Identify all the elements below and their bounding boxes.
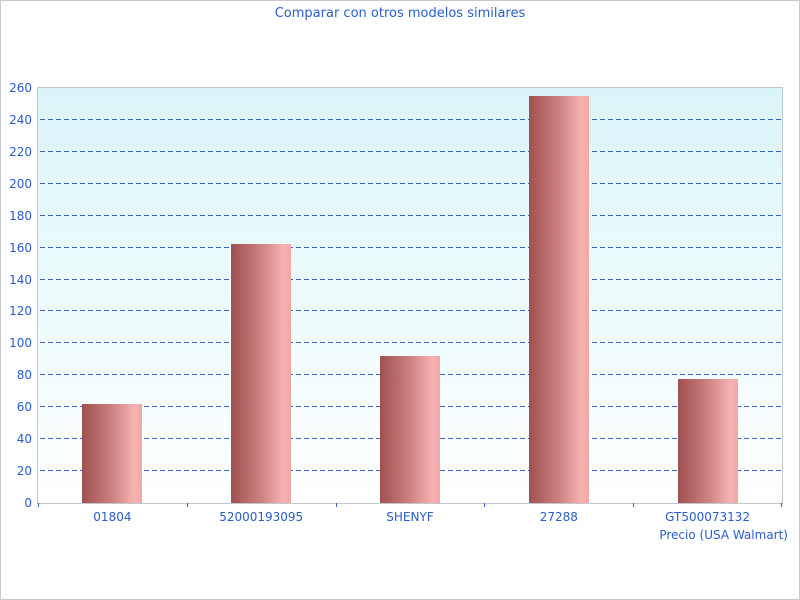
bar-52000193095 <box>231 244 292 503</box>
x-axis-tick <box>38 503 39 507</box>
x-tick-label: 01804 <box>93 510 132 524</box>
gridline-100 <box>40 342 781 344</box>
y-tick-label: 260 <box>9 81 32 95</box>
gridline-120 <box>40 310 781 312</box>
bar-01804 <box>82 404 143 503</box>
y-tick-label: 20 <box>16 464 32 479</box>
x-axis-tick <box>186 503 188 507</box>
y-tick-label: 160 <box>9 240 32 255</box>
y-tick-label: 180 <box>9 208 32 223</box>
gridline-240 <box>40 118 781 120</box>
x-tick-label: GT500073132 <box>665 510 751 524</box>
x-axis-tick <box>633 503 635 507</box>
y-tick-label: 200 <box>9 176 32 191</box>
y-tick-label: 80 <box>16 368 32 383</box>
bar-27288 <box>528 95 589 503</box>
gridline-140 <box>40 278 781 280</box>
gridline-180 <box>40 214 781 216</box>
bar-SHENYF <box>380 356 440 503</box>
y-tick-label: 100 <box>9 336 32 351</box>
y-tick-label: 240 <box>9 112 32 127</box>
x-tick-label: 27288 <box>539 510 578 524</box>
x-tick-label: SHENYF <box>386 510 434 524</box>
x-axis-tick <box>781 503 782 507</box>
plot-area: Precio (USA Walmart) 0 20 40 60 80 100 120 140 1… <box>9 81 788 542</box>
y-tick-label: 40 <box>16 432 32 447</box>
gridline-220 <box>40 150 781 152</box>
y-tick-label: 220 <box>9 144 32 159</box>
gridline-160 <box>40 246 781 248</box>
y-tick-label: 60 <box>16 400 32 415</box>
x-tick-label: 52000193095 <box>219 510 304 524</box>
chart-title: Comparar con otros modelos similares <box>274 6 526 21</box>
x-axis-tick <box>484 503 486 507</box>
bar-GT500073132 <box>677 378 738 503</box>
gridline-200 <box>40 182 781 184</box>
x-axis-tick <box>335 503 337 507</box>
y-tick-label: 120 <box>9 304 32 319</box>
y-tick-label: 140 <box>9 272 32 287</box>
x-axis-label: Precio (USA Walmart) <box>659 528 788 542</box>
y-tick-label: 0 <box>24 496 32 510</box>
